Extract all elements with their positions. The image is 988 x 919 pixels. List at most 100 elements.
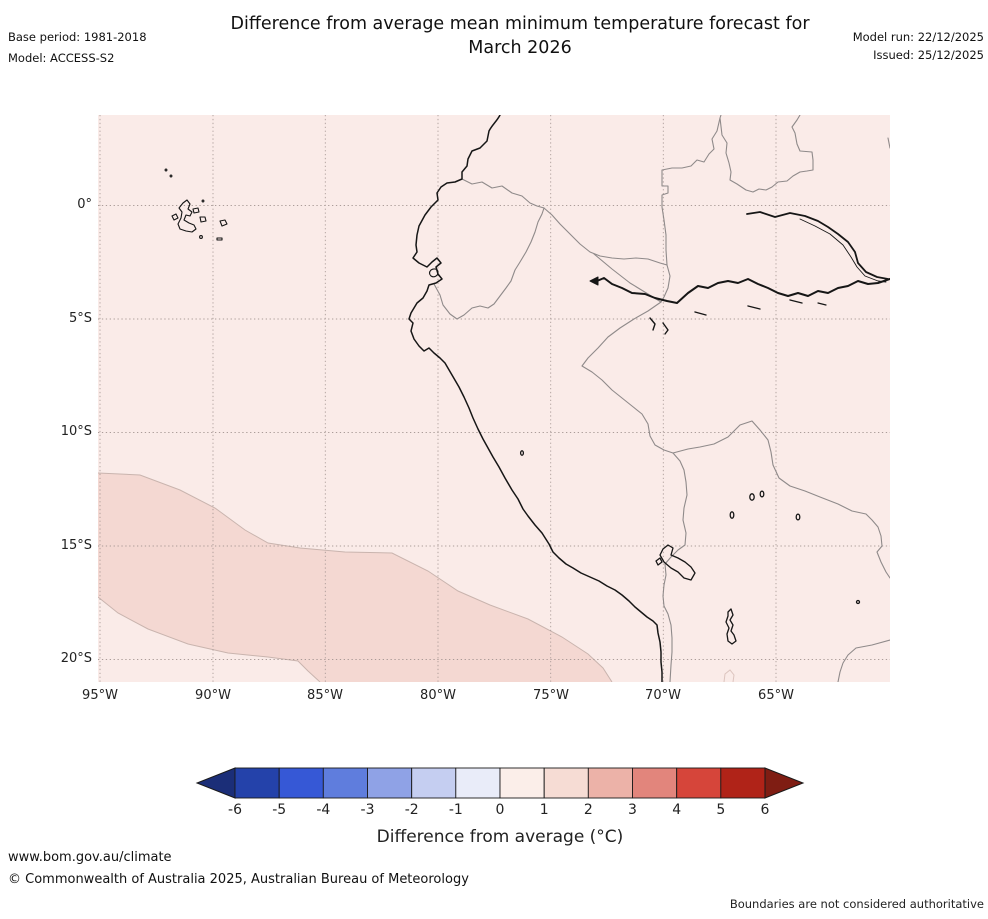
colorbar-tick: 5 xyxy=(716,802,726,818)
small-lake xyxy=(749,493,755,501)
small-lake xyxy=(795,513,801,521)
espanola-island xyxy=(216,237,223,241)
puna-island xyxy=(428,268,439,278)
small-islet xyxy=(201,199,205,203)
colorbar-segment xyxy=(411,767,457,799)
x-axis-tick: 75°W xyxy=(533,688,569,703)
small-contour xyxy=(723,669,735,682)
colorbar-tick: 0 xyxy=(495,802,505,818)
border-colombia-ecuador xyxy=(461,178,545,209)
colorbar-segment xyxy=(543,767,589,799)
marchena-island xyxy=(169,174,173,178)
isabela-island xyxy=(177,199,197,233)
colorbar-segment xyxy=(367,767,413,799)
colorbar-segment xyxy=(499,767,545,799)
page-title-line1: Difference from average mean minimum tem… xyxy=(230,14,810,34)
base-period-label: Base period: 1981-2018 xyxy=(8,30,147,44)
amazon-rivers xyxy=(589,211,890,335)
fernandina-island xyxy=(171,213,179,221)
boundaries-disclaimer: Boundaries are not considered authoritat… xyxy=(729,897,984,911)
river-source-mark xyxy=(589,276,599,286)
river-tributary xyxy=(817,302,827,306)
y-axis-tick: 5°S xyxy=(68,311,92,326)
san-cristobal-island xyxy=(219,219,228,227)
border-colombia-brazil-west xyxy=(661,115,722,208)
x-axis-tick: 70°W xyxy=(645,688,681,703)
river-tributary xyxy=(694,311,707,316)
colorbar-tick: -4 xyxy=(316,802,331,818)
colorbar-tick: -3 xyxy=(360,802,375,818)
colorbar-arrow-left xyxy=(195,767,236,799)
map-canvas xyxy=(98,115,890,682)
colorbar-segment xyxy=(234,767,280,799)
border-peru-colombia-putumayo xyxy=(543,207,668,266)
colorbar-segment xyxy=(632,767,678,799)
border-peru-brazil xyxy=(581,301,674,454)
anomaly-region-1-2 xyxy=(98,472,735,682)
colorbar-tick: 3 xyxy=(628,802,637,818)
x-axis-tick: 95°W xyxy=(82,688,118,703)
colorbar-tick: -6 xyxy=(228,802,242,818)
colorbar-segment xyxy=(676,767,722,799)
colorbar-tick: -1 xyxy=(448,802,463,818)
colorbar xyxy=(195,767,805,799)
y-axis-tick: 15°S xyxy=(60,538,92,553)
issued-label: Issued: 25/12/2025 xyxy=(873,48,984,62)
border-70w-line xyxy=(660,206,671,303)
colorbar-tick: 1 xyxy=(539,802,549,818)
border-colombia-brazil-east xyxy=(719,115,814,193)
lakes xyxy=(519,450,861,645)
y-axis-tick: 20°S xyxy=(60,651,92,666)
x-axis-tick: 85°W xyxy=(307,688,343,703)
colorbar-tick: 6 xyxy=(760,802,770,818)
model-label: Model: ACCESS-S2 xyxy=(8,51,115,65)
pinta-island xyxy=(164,168,168,172)
river-tributary xyxy=(789,299,803,304)
santa-cruz-island xyxy=(199,216,207,223)
river-napo-channel xyxy=(799,218,887,283)
border-ecuador-peru xyxy=(433,207,545,320)
coastline-south-america xyxy=(408,115,663,682)
river-napo xyxy=(746,211,889,280)
colorbar-title: Difference from average (°C) xyxy=(376,827,624,847)
coastline xyxy=(408,115,663,682)
copyright-text: © Commonwealth of Australia 2025, Austra… xyxy=(8,872,469,887)
galapagos-islands xyxy=(164,168,228,241)
model-run-label: Model run: 22/12/2025 xyxy=(852,30,984,44)
border-bolivia-argentina xyxy=(837,639,890,682)
colorbar-segment xyxy=(322,767,368,799)
lake-titicaca xyxy=(659,544,696,581)
santiago-island xyxy=(192,207,200,214)
colorbar-arrow-right xyxy=(764,767,805,799)
y-axis-tick: 0° xyxy=(77,197,92,212)
river-tributary xyxy=(649,317,656,331)
bom-url-text: www.bom.gov.au/climate xyxy=(8,850,172,865)
x-axis-tick: 90°W xyxy=(195,688,231,703)
colorbar-tick: -5 xyxy=(272,802,287,818)
colorbar-tick: 2 xyxy=(583,802,593,818)
river-tributary xyxy=(747,305,761,310)
lake-junin xyxy=(519,450,525,456)
small-lake xyxy=(759,490,765,498)
colorbar-segment xyxy=(278,767,324,799)
colorbar-tick: 4 xyxy=(672,802,682,818)
floreana-island xyxy=(199,235,203,239)
border-bolivia-brazil xyxy=(672,420,890,579)
colorbar-segment xyxy=(720,767,766,799)
small-lake xyxy=(855,599,861,605)
colorbar-tick: -2 xyxy=(404,802,419,818)
x-axis-tick: 65°W xyxy=(758,688,794,703)
x-axis-tick: 80°W xyxy=(420,688,456,703)
river-tributary xyxy=(662,322,669,335)
colorbar-segment xyxy=(587,767,633,799)
small-lake xyxy=(729,511,735,519)
small-lake xyxy=(655,557,663,566)
y-axis-tick: 10°S xyxy=(60,424,92,439)
border-edge-dash xyxy=(887,137,890,149)
colorbar-segment xyxy=(455,767,501,799)
page-title-line2: March 2026 xyxy=(468,38,572,58)
lake-poopo xyxy=(725,608,737,645)
border-peru-bolivia-chile xyxy=(662,452,688,682)
river-amazon-main xyxy=(596,277,890,304)
